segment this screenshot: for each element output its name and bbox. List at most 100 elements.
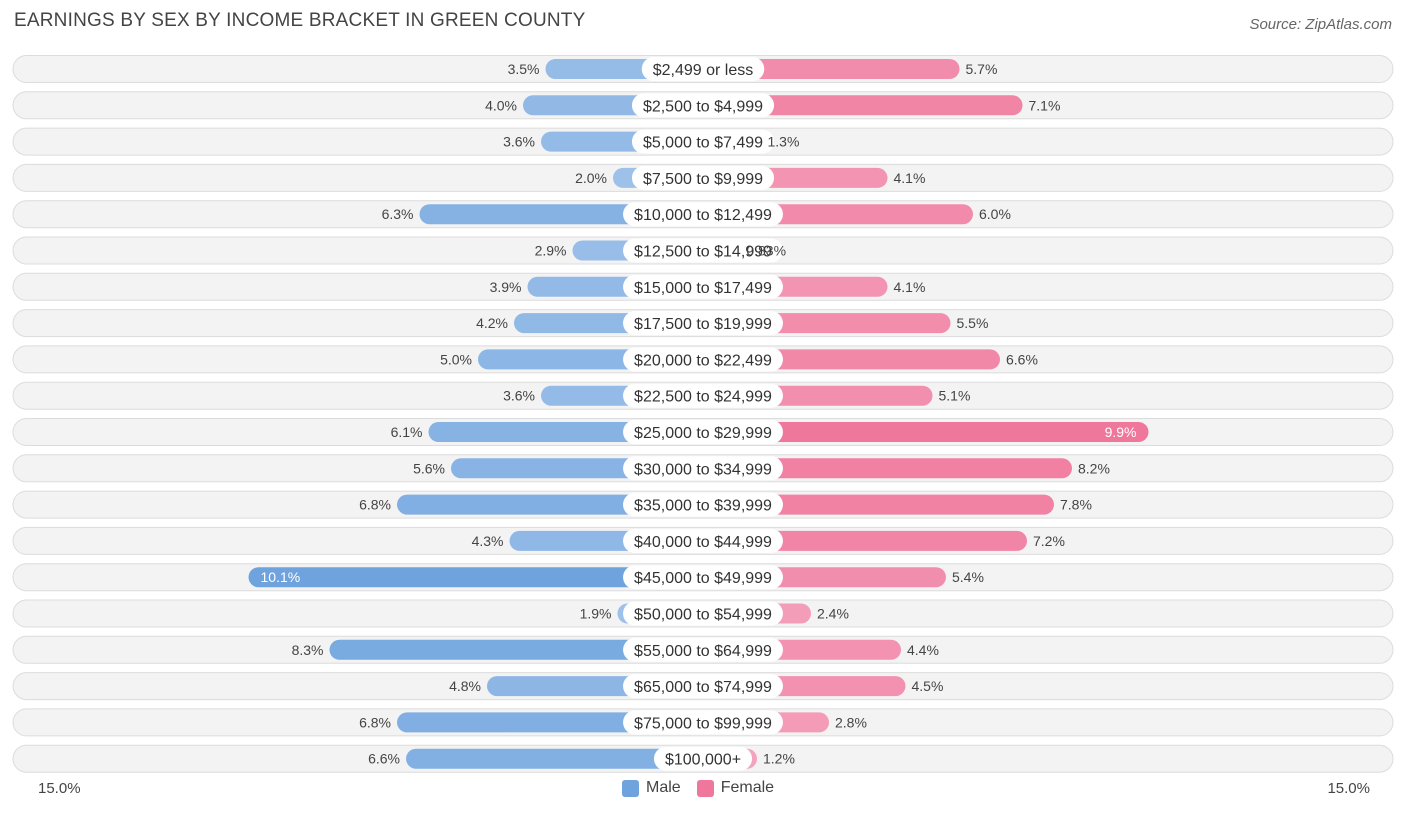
- male-bar: [406, 748, 703, 769]
- category-label: $17,500 to $19,999: [634, 316, 772, 333]
- male-value-label: 8.3%: [292, 642, 324, 658]
- male-value-label: 4.3%: [472, 533, 504, 549]
- category-label: $50,000 to $54,999: [634, 607, 772, 624]
- legend-label-female: Female: [720, 779, 775, 796]
- male-value-label: 6.8%: [359, 497, 391, 513]
- category-label-box: [623, 528, 783, 553]
- female-bar: [703, 422, 1149, 442]
- male-value-label: 5.0%: [440, 351, 472, 367]
- female-value-label: 7.8%: [1060, 497, 1092, 513]
- female-value-label: 1.2%: [763, 751, 795, 767]
- female-bar: [703, 494, 1054, 515]
- male-value-label: 4.0%: [485, 97, 517, 113]
- legend-item-male[interactable]: Male: [622, 779, 681, 797]
- female-value-label: 5.1%: [939, 388, 971, 404]
- category-label-box: [631, 165, 775, 190]
- source-label: Source: ZipAtlas.com: [1249, 16, 1392, 33]
- male-value-label: 3.6%: [503, 388, 535, 404]
- category-label-box: [623, 710, 783, 735]
- category-label: $10,000 to $12,499: [634, 207, 772, 224]
- female-value-label: 7.2%: [1033, 533, 1065, 549]
- female-value-label: 0.83%: [746, 243, 786, 259]
- female-value-label: 4.1%: [894, 170, 926, 186]
- male-value-label: 6.1%: [391, 424, 423, 440]
- category-label: $55,000 to $64,999: [634, 643, 772, 660]
- axis-left-label: 15.0%: [38, 780, 81, 797]
- category-label-box: [623, 492, 783, 517]
- category-label: $40,000 to $44,999: [634, 534, 772, 551]
- category-label-box: [623, 383, 783, 408]
- category-label: $22,500 to $24,999: [634, 389, 772, 406]
- category-label-box: [623, 311, 783, 336]
- category-label: $5,000 to $7,499: [643, 135, 763, 152]
- male-value-label: 4.2%: [476, 315, 508, 331]
- category-label: $15,000 to $17,499: [634, 280, 772, 297]
- male-value-label: 1.9%: [580, 606, 612, 622]
- male-value-label: 6.3%: [382, 206, 414, 222]
- female-bar: [703, 95, 1023, 116]
- category-label-box: [623, 238, 783, 263]
- legend: Male Female: [622, 779, 790, 797]
- category-label: $100,000+: [665, 752, 741, 769]
- female-value-label: 8.2%: [1078, 460, 1110, 476]
- female-value-label: 2.8%: [835, 714, 867, 730]
- category-label-box: [623, 601, 783, 626]
- category-label-box: [653, 746, 753, 771]
- male-bar: [329, 639, 703, 660]
- category-label: $2,499 or less: [653, 62, 754, 79]
- female-value-label: 6.0%: [979, 206, 1011, 222]
- female-value-label: 9.9%: [1105, 424, 1137, 440]
- category-label-box: [623, 274, 783, 299]
- female-value-label: 7.1%: [1029, 97, 1061, 113]
- female-value-label: 4.4%: [907, 642, 939, 658]
- female-value-label: 5.4%: [952, 569, 984, 585]
- male-value-label: 6.6%: [368, 751, 400, 767]
- female-value-label: 4.1%: [894, 279, 926, 295]
- male-value-label: 2.9%: [535, 243, 567, 259]
- female-value-label: 5.5%: [957, 315, 989, 331]
- category-label: $75,000 to $99,999: [634, 715, 772, 732]
- male-value-label: 10.1%: [261, 569, 301, 585]
- male-value-label: 5.6%: [413, 460, 445, 476]
- category-label: $35,000 to $39,999: [634, 498, 772, 515]
- legend-label-male: Male: [646, 779, 681, 796]
- male-value-label: 2.0%: [575, 170, 607, 186]
- male-value-label: 3.9%: [490, 279, 522, 295]
- category-label-box: [623, 565, 783, 590]
- category-label-box: [641, 57, 765, 81]
- female-value-label: 6.6%: [1006, 351, 1038, 367]
- category-label-box: [623, 637, 783, 662]
- category-label: $20,000 to $22,499: [634, 352, 772, 369]
- category-label: $25,000 to $29,999: [634, 425, 772, 442]
- male-value-label: 3.6%: [503, 134, 535, 150]
- female-value-label: 4.5%: [912, 678, 944, 694]
- category-label: $2,500 to $4,999: [643, 98, 763, 115]
- category-label: $7,500 to $9,999: [643, 171, 763, 188]
- male-value-label: 4.8%: [449, 678, 481, 694]
- male-bar: [248, 567, 703, 588]
- female-value-label: 2.4%: [817, 606, 849, 622]
- category-label: $30,000 to $34,999: [634, 461, 772, 478]
- chart-title: EARNINGS BY SEX BY INCOME BRACKET IN GRE…: [14, 10, 586, 31]
- category-label: $12,500 to $14,999: [634, 244, 772, 261]
- legend-item-female[interactable]: Female: [696, 779, 775, 797]
- category-label-box: [623, 674, 783, 699]
- category-label-box: [631, 93, 775, 118]
- female-value-label: 1.3%: [768, 134, 800, 150]
- category-label: $65,000 to $74,999: [634, 679, 772, 696]
- female-value-label: 5.7%: [966, 61, 998, 77]
- category-label-box: [623, 420, 783, 444]
- legend-swatch-female: [696, 779, 714, 797]
- female-bar: [703, 530, 1027, 551]
- category-label-box: [631, 129, 775, 154]
- category-label-box: [623, 202, 783, 227]
- legend-swatch-male: [622, 779, 639, 797]
- category-label-box: [623, 347, 783, 372]
- female-bar: [703, 59, 960, 79]
- axis-right-label: 15.0%: [1327, 780, 1370, 797]
- category-label-box: [623, 456, 783, 481]
- category-label: $45,000 to $49,999: [634, 570, 772, 587]
- male-value-label: 3.5%: [508, 61, 540, 77]
- female-bar: [703, 458, 1072, 479]
